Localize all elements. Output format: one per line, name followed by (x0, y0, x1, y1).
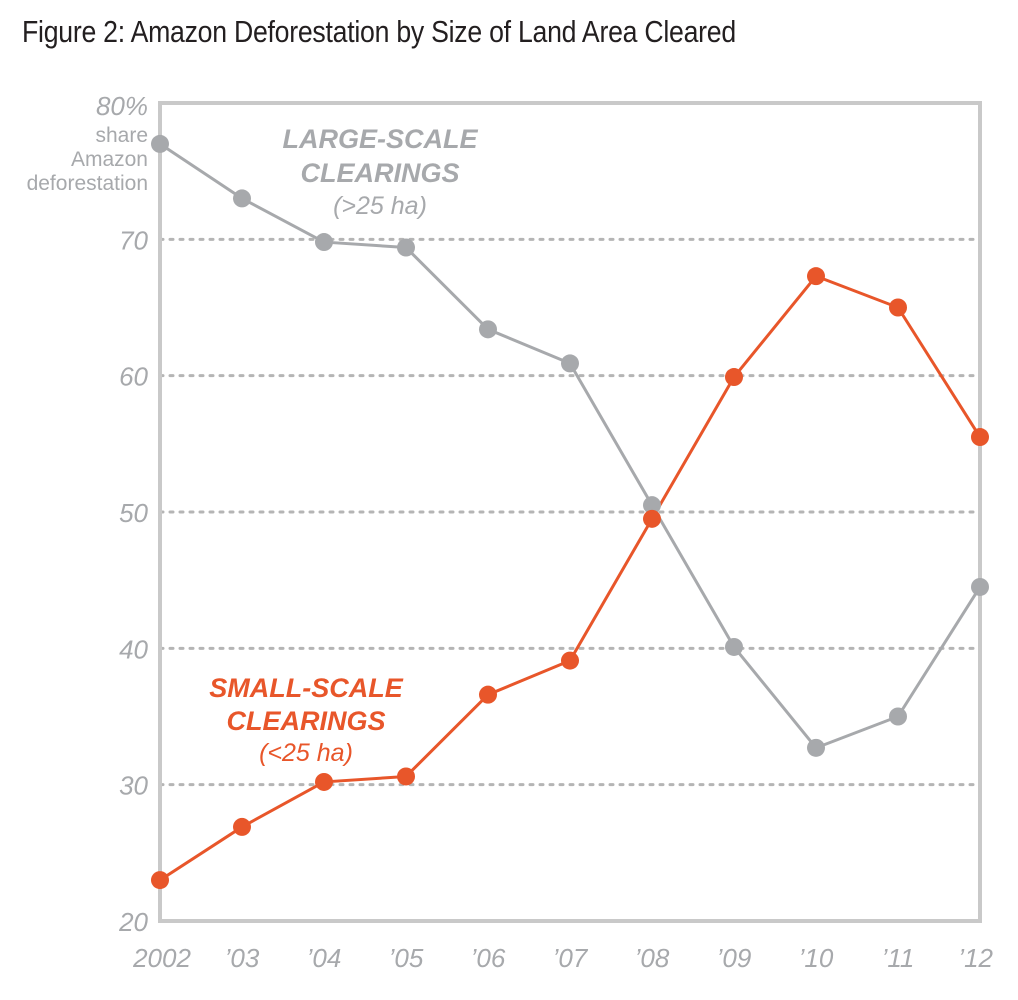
small-series-label: SMALL-SCALE (209, 673, 403, 703)
large-data-point (397, 238, 415, 257)
x-axis: 2002 ’03 ’04 ’05 ’06 ’07 ’08 ’09 ’10 ’11 ’12 (132, 943, 993, 973)
small-data-point (643, 509, 661, 528)
y-top-label: 80% (96, 91, 148, 121)
series-annotations: LARGE-SCALE CLEARINGS (>25 ha) SMALL-SCA… (209, 124, 478, 767)
small-data-point (151, 871, 169, 890)
x-tick-label: ’10 (799, 943, 834, 973)
small-data-point (397, 767, 415, 786)
large-data-point (971, 577, 989, 596)
x-tick-label: ’12 (958, 943, 993, 973)
large-data-point (643, 496, 661, 515)
y-unit-label: share (95, 124, 148, 147)
small-data-point (889, 298, 907, 317)
x-tick-label: ’04 (307, 943, 342, 973)
x-tick-label: 2002 (132, 943, 191, 973)
gridlines (158, 237, 982, 787)
y-tick-label: 70 (119, 225, 148, 255)
x-tick-label: ’07 (553, 943, 589, 973)
small-series-label: CLEARINGS (226, 706, 385, 736)
large-series-sublabel: (>25 ha) (333, 192, 427, 220)
y-tick-label: 40 (119, 634, 148, 664)
x-tick-label: ’09 (717, 943, 752, 973)
small-data-point (315, 772, 333, 791)
small-series-sublabel: (<25 ha) (259, 739, 353, 767)
x-tick-label: ’05 (389, 943, 424, 973)
large-data-point (807, 738, 825, 757)
large-data-point (479, 320, 497, 339)
small-data-point (233, 817, 251, 836)
small-data-point (725, 368, 743, 387)
small-data-point (971, 428, 989, 447)
large-data-point (561, 354, 579, 373)
small-data-point (807, 267, 825, 286)
y-axis: 80% share Amazon deforestation 20 30 40 50 6… (27, 91, 149, 937)
chart-title: Figure 2: Amazon Deforestation by Size o… (22, 14, 736, 49)
series-points (151, 134, 989, 890)
x-tick-label: ’06 (471, 943, 506, 973)
plot-frame (158, 101, 982, 923)
y-tick-label: 20 (118, 907, 148, 937)
small-data-point (561, 651, 579, 670)
large-series-label: LARGE-SCALE (283, 124, 479, 154)
large-data-point (233, 189, 251, 208)
large-data-point (315, 233, 333, 252)
y-tick-label: 50 (119, 498, 148, 528)
x-tick-label: ’11 (882, 943, 915, 973)
x-tick-label: ’08 (635, 943, 670, 973)
x-tick-label: ’03 (225, 943, 260, 973)
large-data-point (889, 707, 907, 726)
large-data-point (725, 637, 743, 656)
large-data-point (151, 134, 169, 153)
y-unit-label: deforestation (27, 172, 148, 195)
small-data-point (479, 685, 497, 704)
large-series-label: CLEARINGS (300, 158, 459, 188)
y-tick-label: 60 (119, 362, 148, 392)
y-tick-label: 30 (119, 771, 148, 801)
y-unit-label: Amazon (71, 148, 148, 171)
